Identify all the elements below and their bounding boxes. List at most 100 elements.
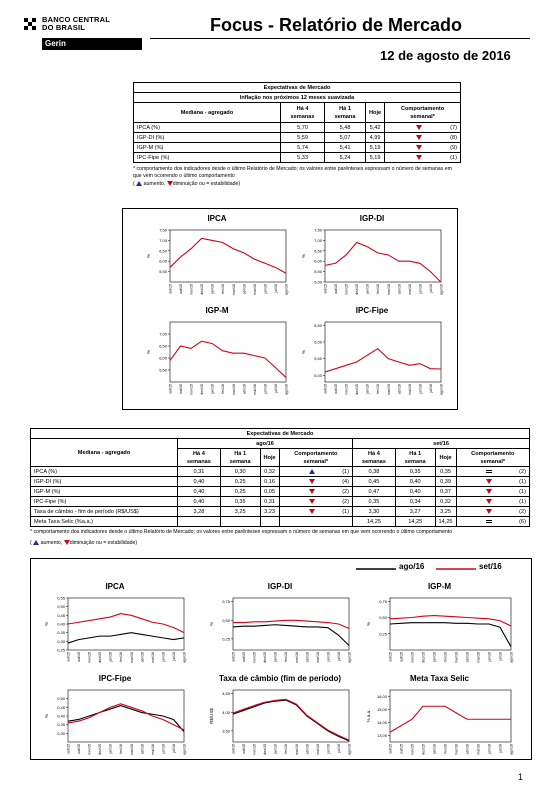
- table-cell: 5,19: [365, 152, 386, 163]
- y-tick-label: 5,00: [314, 373, 323, 378]
- up-triangle-icon: [33, 539, 40, 545]
- x-tick-label: set/15: [169, 384, 173, 394]
- x-tick-label: mai/16: [151, 652, 155, 663]
- table-cell: 5,48: [324, 122, 367, 133]
- trend-count: (1): [342, 468, 350, 475]
- table-cell: 5,74: [279, 142, 326, 153]
- x-tick-label: jun/16: [488, 744, 492, 755]
- x-tick-label: fev/16: [444, 652, 448, 662]
- plot-area: [324, 321, 442, 383]
- chart-7: IPC-Fipe 0,30 0,35 0,40 0,45 0,50% set/15 out/1…: [40, 674, 190, 762]
- page-title: Focus - Relatório de Mercado: [210, 15, 463, 35]
- x-tick-label: jun/16: [418, 284, 422, 295]
- chart-svg: 0,25 0,50 0,75% set/15 out/15 nov/15 dez/15 jan…: [366, 597, 514, 663]
- col-header: Há 1 semana: [394, 448, 436, 467]
- x-tick-label: mai/16: [477, 652, 481, 663]
- chart-title: Meta Taxa Selic: [410, 674, 469, 683]
- series-line: [67, 705, 185, 732]
- chart-5: IGP-DI 0,25 0,50 0,75% set/15 out/15 nov/15 dez…: [205, 582, 355, 670]
- x-tick-label: jun/16: [326, 652, 330, 663]
- table-cell: IPCA (%): [30, 466, 178, 477]
- y-tick-label: 0,25: [57, 648, 66, 653]
- chart-title: IPCA: [105, 582, 125, 591]
- table-cell: IGP-M (%): [30, 486, 178, 497]
- bcb-logo: BANCO CENTRAL DO BRASIL Gerin: [22, 14, 142, 54]
- col-header: Hoje: [259, 448, 280, 467]
- y-tick-label: 0,45: [57, 613, 66, 618]
- x-tick-label: out/15: [242, 744, 246, 754]
- page-number: 1: [518, 772, 524, 782]
- x-tick-label: jan/16: [433, 652, 437, 663]
- table-row: IGP-M (%) 5,74 5,41 5,19 (9): [133, 142, 461, 153]
- down-triangle-icon: [309, 488, 316, 494]
- chart-9: Meta Taxa Selic 13,00 14,00 15,00 16,00 % a.a…: [362, 674, 517, 762]
- y-axis-label: %: [44, 714, 49, 718]
- x-tick-label: nov/15: [411, 652, 415, 663]
- dept-label: Gerin: [42, 38, 142, 50]
- y-tick-label: 4,50: [222, 691, 231, 696]
- series-line: [389, 614, 512, 627]
- x-tick-label: dez/15: [263, 652, 267, 663]
- plot-area: [232, 689, 350, 743]
- x-tick-label: dez/15: [355, 284, 359, 295]
- x-tick-label: nov/15: [411, 744, 415, 755]
- chart-svg: 0,30 0,35 0,40 0,45 0,50% set/15 out/15 nov/15 d…: [44, 689, 187, 755]
- trend-cell: (1): [278, 466, 354, 477]
- table-cell: 0,40: [177, 476, 221, 487]
- equal-icon: [486, 469, 493, 473]
- y-tick-label: 7,50: [159, 228, 168, 233]
- x-tick-label: mai/16: [151, 744, 155, 755]
- legend-line: ( aumento, diminuição ou = estabilidade): [133, 181, 241, 187]
- x-tick-label: jul/16: [499, 652, 503, 662]
- x-tick-label: out/15: [400, 652, 404, 662]
- plot-area: [169, 321, 287, 383]
- chart-svg: 5,50 6,00 6,50 7,00 7,50% set/15 out/15 nov/15 d…: [146, 228, 289, 296]
- trend-cell: (4): [278, 476, 354, 487]
- down-triangle-icon: [416, 134, 423, 140]
- down-triangle-icon: [309, 478, 316, 484]
- table-cell: 0,32: [434, 496, 457, 507]
- table-cell: 3,25: [219, 506, 261, 517]
- x-tick-label: dez/15: [200, 384, 204, 395]
- x-tick-label: jan/16: [109, 744, 113, 755]
- x-tick-label: jul/16: [274, 284, 278, 294]
- plot-area: [169, 229, 287, 283]
- trend-count: (1): [450, 154, 457, 161]
- chart-svg: 0,25 0,30 0,35 0,40 0,45 0,50 0,55% set/15 out/1…: [44, 596, 187, 664]
- y-tick-label: 0,30: [57, 639, 66, 644]
- table-cell: 0,39: [434, 476, 457, 487]
- table-cell: 5,59: [279, 132, 326, 143]
- trend-cell: (1): [455, 476, 531, 487]
- x-tick-label: set/15: [324, 284, 328, 294]
- y-tick-label: 0,30: [57, 731, 66, 736]
- trend-cell: (8): [384, 132, 461, 143]
- x-tick-label: fev/16: [221, 284, 225, 294]
- table-cell: 14,25: [434, 516, 457, 527]
- table-cell: 0,40: [177, 486, 221, 497]
- down-triangle-icon: [486, 478, 493, 484]
- down-triangle-icon: [63, 539, 70, 545]
- plot-area: [324, 229, 442, 283]
- y-tick-label: 14,00: [377, 720, 388, 725]
- y-tick-label: 15,00: [377, 707, 388, 712]
- equal-icon: [486, 519, 493, 523]
- y-tick-label: 6,50: [159, 248, 168, 253]
- x-tick-label: dez/15: [422, 744, 426, 755]
- table-cell: IPC-Fipe (%): [30, 496, 178, 507]
- table-cell: 5,19: [365, 142, 386, 153]
- table-cell: 14,25: [394, 516, 436, 527]
- x-tick-label: set/15: [169, 284, 173, 294]
- table-cell: 0,05: [259, 486, 280, 497]
- table-row: Meta Taxa Selic (%a.a.) 14,25 14,25 14,25 (6…: [30, 516, 531, 527]
- x-tick-label: fev/16: [119, 744, 123, 754]
- y-tick-label: 4,00: [222, 710, 231, 715]
- trend-cell: (2): [455, 506, 531, 517]
- down-triangle-icon: [309, 498, 316, 504]
- table-cell: 3,27: [394, 506, 436, 517]
- trend-count: (1): [519, 488, 526, 495]
- series-line: [67, 632, 185, 644]
- x-tick-label: mai/16: [316, 744, 320, 755]
- x-tick-label: out/15: [179, 284, 183, 294]
- col-header: Hoje: [365, 102, 386, 123]
- x-tick-label: jul/16: [337, 652, 341, 662]
